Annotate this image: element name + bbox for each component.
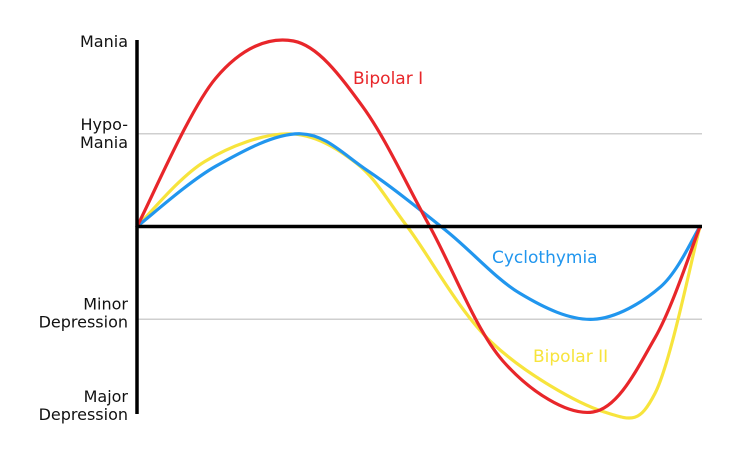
y-tick-label-line: Mania — [80, 133, 128, 152]
series-curves — [135, 38, 702, 420]
y-tick-label: Major Depression — [39, 387, 129, 424]
series-line-bipolar-ii — [135, 132, 702, 420]
y-tick-label: Hypo-Mania — [80, 115, 128, 152]
reference-lines — [137, 133, 702, 320]
series-labels: Bipolar I Cyclothymia Bipolar II — [353, 69, 608, 367]
axes — [135, 40, 702, 414]
series-label-bipolar-i: Bipolar I — [353, 69, 423, 89]
series-label-bipolar-ii: Bipolar II — [533, 347, 608, 367]
y-tick-label-line: Hypo- — [80, 115, 128, 134]
y-tick-label-line: Minor — [83, 294, 128, 313]
y-tick-label: Minor Depression — [39, 294, 129, 331]
series-label-cyclothymia: Cyclothymia — [492, 248, 598, 268]
y-tick-label-line: Depression — [39, 312, 128, 331]
y-tick-label-line: Depression — [39, 405, 128, 424]
y-tick-label-line: Major — [84, 387, 129, 406]
y-tick-label-line: Mania — [80, 32, 128, 51]
y-tick-label: Mania — [80, 32, 128, 51]
